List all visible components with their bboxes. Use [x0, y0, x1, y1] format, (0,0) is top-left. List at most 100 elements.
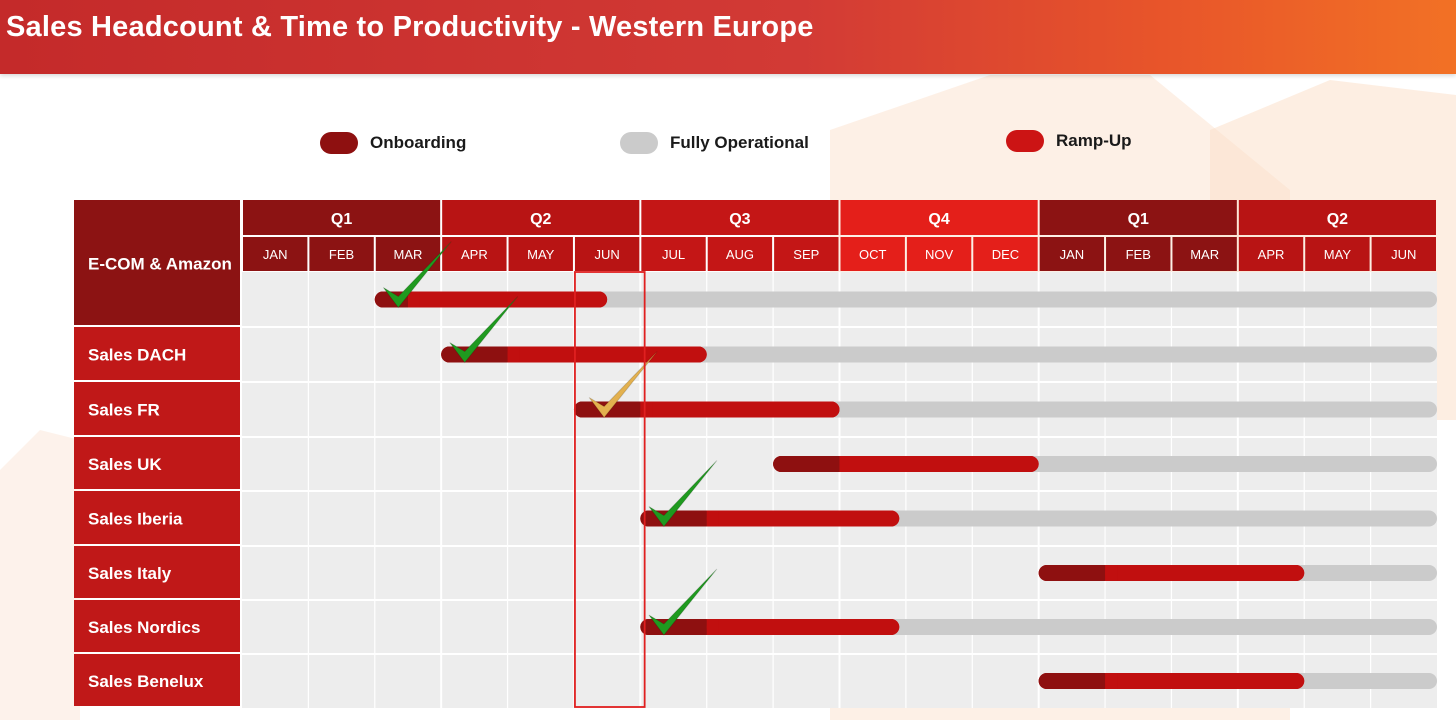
month-label: JUN: [594, 247, 619, 262]
quarter-header-cell: [243, 200, 441, 235]
month-header-cell: [1039, 237, 1105, 271]
legend-ramp-up: Ramp-Up: [1006, 130, 1132, 152]
onboarding-bar: [573, 401, 649, 418]
month-label: JAN: [263, 247, 288, 262]
month-header-cell: [1305, 237, 1370, 271]
month-header-cell: [707, 237, 773, 271]
month-label: JAN: [1060, 247, 1085, 262]
month-header-cell: [309, 237, 374, 271]
month-header-cell: [774, 237, 839, 271]
onboarding-bar: [773, 456, 848, 472]
month-header-cell: [641, 237, 706, 271]
legend-rampup-swatch: [1006, 130, 1044, 152]
quarter-header-cell: [840, 200, 1038, 235]
quarter-label: Q3: [729, 211, 750, 228]
rampup-bar-segment: [839, 456, 1039, 472]
green-checkmark-icon: [648, 568, 718, 636]
highlight-current-month: [574, 271, 646, 708]
legend-fully-operational: Fully Operational: [620, 132, 809, 154]
legend-onboarding: Onboarding: [320, 132, 466, 154]
operational-bar: [374, 291, 1437, 308]
onboarding-bar: [640, 619, 715, 635]
row-label: Sales Nordics: [88, 618, 200, 637]
onboarding-bar: [640, 510, 715, 527]
row-label: Sales Benelux: [88, 672, 204, 691]
rampup-bar-join: [507, 346, 520, 363]
month-header-cell: [840, 237, 905, 271]
row-label-cell: [74, 327, 240, 380]
rampup-bar-segment: [706, 619, 900, 635]
row-label: Sales DACH: [88, 346, 186, 365]
green-checkmark-icon: [648, 460, 718, 528]
quarter-header-cell: [1238, 200, 1436, 235]
legend-onboarding-label: Onboarding: [370, 133, 467, 152]
month-label: MAR: [1190, 247, 1219, 262]
month-label: MAY: [1324, 247, 1352, 262]
month-label: JUN: [1391, 247, 1416, 262]
page-title: Sales Headcount & Time to Productivity -…: [6, 11, 814, 43]
row-label-cell: [74, 200, 240, 325]
rampup-bar-segment: [706, 510, 900, 527]
legend-onboarding-swatch: [320, 132, 358, 154]
month-header-cell: [1106, 237, 1171, 271]
month-header-cell: [906, 237, 972, 271]
row-label-cell: [74, 491, 240, 544]
row-label-cell: [74, 654, 240, 706]
month-header-cell: [442, 237, 507, 271]
month-label: FEB: [329, 247, 354, 262]
row-label: Sales Iberia: [88, 510, 183, 529]
quarter-label: Q2: [530, 211, 551, 228]
rampup-bar-join: [1105, 565, 1118, 581]
rampup-bar-join: [640, 401, 653, 418]
month-label: OCT: [859, 247, 887, 262]
green-checkmark-icon: [449, 296, 519, 364]
rampup-bar-join: [407, 291, 420, 308]
quarter-header-cell: [641, 200, 839, 235]
quarter-header-cell: [442, 200, 640, 235]
rampup-bar-segment: [640, 401, 840, 418]
quarter-label: Q1: [331, 211, 352, 228]
month-label: SEP: [793, 247, 819, 262]
month-header-cell: [508, 237, 573, 271]
month-label: MAR: [394, 247, 423, 262]
row-label-cell: [74, 546, 240, 598]
rampup-bar-segment: [1105, 565, 1305, 581]
onboarding-bar: [441, 346, 516, 363]
rampup-bar-segment: [407, 291, 608, 308]
month-label: MAY: [527, 247, 555, 262]
rampup-bar-join: [706, 619, 719, 635]
month-header-cell: [574, 237, 640, 271]
month-label: AUG: [726, 247, 754, 262]
legend-operational-swatch: [620, 132, 658, 154]
amber-checkmark-icon: [588, 351, 658, 419]
legend-operational-label: Fully Operational: [670, 133, 809, 152]
rampup-bar-join: [706, 510, 719, 527]
month-label: APR: [461, 247, 488, 262]
row-label: Sales UK: [88, 455, 162, 474]
quarter-label: Q4: [928, 211, 949, 228]
month-header-cell: [1371, 237, 1436, 271]
month-label: APR: [1258, 247, 1285, 262]
month-label: FEB: [1126, 247, 1151, 262]
row-label: Sales Italy: [88, 564, 172, 583]
month-header-cell: [973, 237, 1038, 271]
quarter-label: Q1: [1128, 211, 1149, 228]
legend-rampup-label: Ramp-Up: [1056, 131, 1132, 150]
row-label-cell: [74, 382, 240, 435]
rampup-bar-join: [839, 456, 852, 472]
row-label: E-COM & Amazon: [88, 255, 232, 274]
month-label: NOV: [925, 247, 954, 262]
onboarding-bar: [1038, 673, 1114, 689]
month-header-cell: [1172, 237, 1237, 271]
month-header-cell: [1238, 237, 1304, 271]
month-label: DEC: [992, 247, 1019, 262]
quarter-label: Q2: [1327, 211, 1348, 228]
quarter-header-cell: [1039, 200, 1237, 235]
page-header: Sales Headcount & Time to Productivity -…: [0, 0, 1456, 74]
rampup-bar-segment: [1105, 673, 1305, 689]
onboarding-bar: [1038, 565, 1114, 581]
row-label-cell: [74, 437, 240, 489]
rampup-bar-segment: [507, 346, 707, 363]
rampup-bar-join: [1105, 673, 1118, 689]
